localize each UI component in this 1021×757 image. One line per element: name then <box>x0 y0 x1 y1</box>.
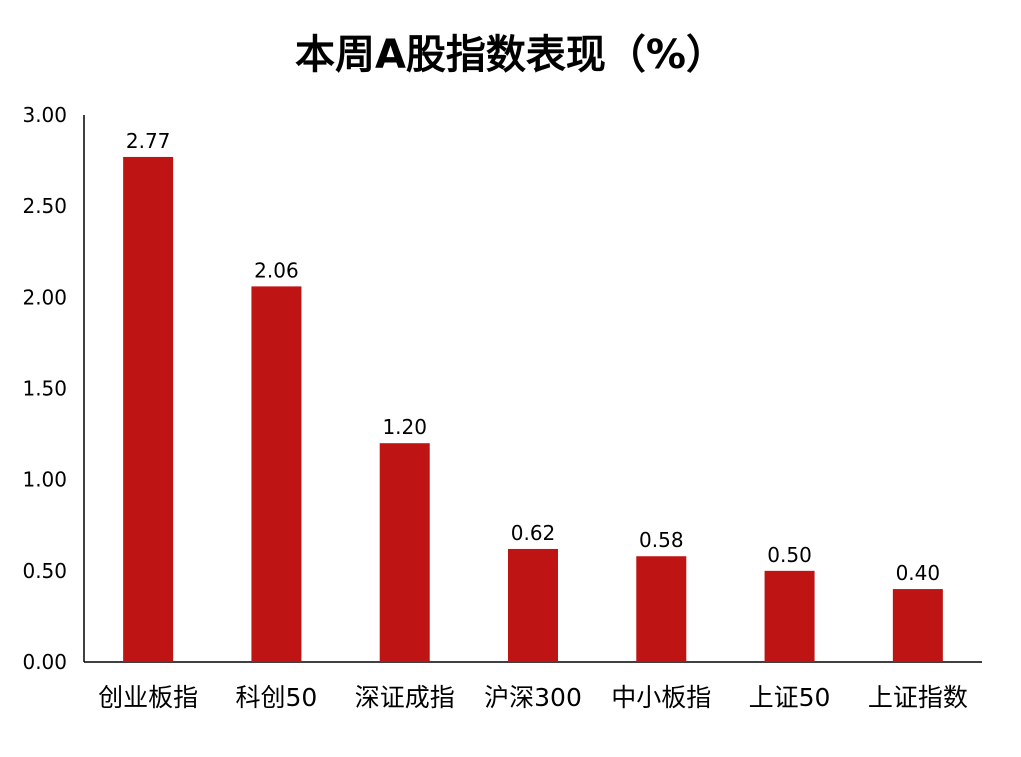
bar <box>764 570 815 662</box>
y-tick-label: 1.00 <box>22 468 67 492</box>
bar <box>251 286 302 662</box>
chart-title: 本周A股指数表现（%） <box>294 32 727 78</box>
bar <box>892 589 943 662</box>
y-tick-label: 3.00 <box>22 103 67 127</box>
bar <box>508 548 558 662</box>
x-category-label: 科创50 <box>236 683 318 712</box>
x-category-label: 沪深300 <box>484 683 582 712</box>
x-category-label: 上证50 <box>749 683 831 712</box>
data-label: 0.62 <box>511 521 556 545</box>
data-label: 2.77 <box>126 129 171 153</box>
data-label: 0.50 <box>767 543 812 567</box>
y-tick-label: 1.50 <box>22 377 67 401</box>
y-tick-label: 0.00 <box>22 650 67 674</box>
data-label: 0.40 <box>896 561 941 585</box>
x-category-label: 上证指数 <box>868 683 968 712</box>
y-tick-label: 2.00 <box>22 285 67 309</box>
data-label: 0.58 <box>639 528 684 552</box>
data-label: 2.06 <box>254 258 299 282</box>
y-tick-label: 2.50 <box>22 194 67 218</box>
bar <box>123 156 174 663</box>
data-label: 1.20 <box>382 415 427 439</box>
x-category-label: 中小板指 <box>611 683 711 712</box>
bar <box>636 556 687 662</box>
x-category-label: 深证成指 <box>355 683 455 712</box>
x-category-label: 创业板指 <box>98 683 198 712</box>
bar <box>379 443 430 662</box>
y-tick-label: 0.50 <box>22 559 67 583</box>
